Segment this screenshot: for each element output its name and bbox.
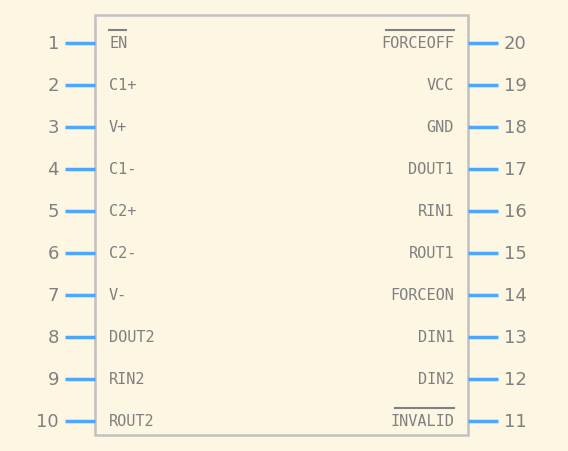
Text: C2+: C2+ bbox=[109, 204, 136, 219]
Text: 15: 15 bbox=[504, 244, 527, 262]
Text: ROUT2: ROUT2 bbox=[109, 414, 154, 428]
Text: 13: 13 bbox=[504, 328, 527, 346]
Text: V+: V+ bbox=[109, 120, 127, 135]
Text: C1-: C1- bbox=[109, 162, 136, 177]
Text: 6: 6 bbox=[48, 244, 59, 262]
Text: V-: V- bbox=[109, 288, 127, 303]
Text: FORCEOFF: FORCEOFF bbox=[381, 37, 454, 51]
Text: 10: 10 bbox=[36, 412, 59, 430]
Text: C1+: C1+ bbox=[109, 78, 136, 93]
Text: GND: GND bbox=[427, 120, 454, 135]
Text: 18: 18 bbox=[504, 119, 527, 137]
Text: RIN1: RIN1 bbox=[417, 204, 454, 219]
Text: RIN2: RIN2 bbox=[109, 372, 145, 387]
Text: 8: 8 bbox=[48, 328, 59, 346]
Text: 12: 12 bbox=[504, 370, 527, 388]
Text: VCC: VCC bbox=[427, 78, 454, 93]
Text: 1: 1 bbox=[48, 35, 59, 53]
Text: DIN1: DIN1 bbox=[417, 330, 454, 345]
Text: DOUT1: DOUT1 bbox=[408, 162, 454, 177]
Text: 17: 17 bbox=[504, 161, 527, 179]
Text: 2: 2 bbox=[48, 77, 59, 95]
Bar bbox=[95, 16, 468, 435]
Text: 4: 4 bbox=[48, 161, 59, 179]
Text: 19: 19 bbox=[504, 77, 527, 95]
Text: DIN2: DIN2 bbox=[417, 372, 454, 387]
Text: 7: 7 bbox=[48, 286, 59, 304]
Text: 3: 3 bbox=[48, 119, 59, 137]
Text: DOUT2: DOUT2 bbox=[109, 330, 154, 345]
Text: 20: 20 bbox=[504, 35, 527, 53]
Text: 14: 14 bbox=[504, 286, 527, 304]
Text: FORCEON: FORCEON bbox=[390, 288, 454, 303]
Text: C2-: C2- bbox=[109, 246, 136, 261]
Text: EN: EN bbox=[109, 37, 127, 51]
Text: 11: 11 bbox=[504, 412, 527, 430]
Text: 9: 9 bbox=[48, 370, 59, 388]
Text: 16: 16 bbox=[504, 202, 527, 221]
Text: INVALID: INVALID bbox=[390, 414, 454, 428]
Text: ROUT1: ROUT1 bbox=[408, 246, 454, 261]
Text: 5: 5 bbox=[48, 202, 59, 221]
